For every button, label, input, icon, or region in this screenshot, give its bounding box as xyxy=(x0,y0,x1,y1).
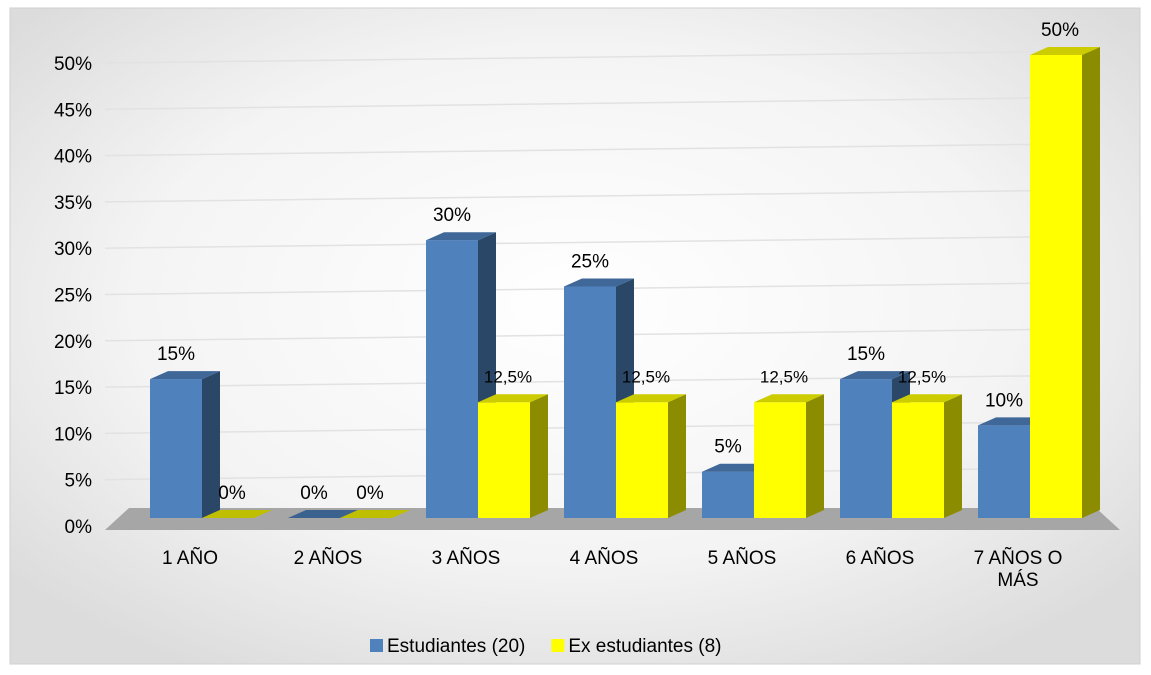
y-tick-label: 45% xyxy=(54,100,92,121)
bar-top xyxy=(478,394,548,403)
bar xyxy=(150,371,220,518)
y-tick-label: 5% xyxy=(65,471,93,492)
bar xyxy=(892,394,962,518)
bar-front xyxy=(978,425,1030,518)
bar-side xyxy=(806,394,824,518)
data-label: 5% xyxy=(714,437,742,458)
data-label: 10% xyxy=(985,390,1023,411)
bar-top xyxy=(754,394,824,403)
bar xyxy=(1030,47,1100,518)
bar-top xyxy=(616,394,686,403)
y-tick-label: 35% xyxy=(54,193,92,214)
bar-front xyxy=(478,402,530,518)
bar xyxy=(478,394,548,518)
grid-line xyxy=(104,189,1097,203)
data-label: 12,5% xyxy=(484,368,532,387)
bar-side xyxy=(1082,47,1100,518)
data-label: 0% xyxy=(300,483,328,504)
data-label: 15% xyxy=(847,344,885,365)
bar-top xyxy=(840,371,910,380)
data-label: 12,5% xyxy=(622,368,670,387)
y-tick-label: 50% xyxy=(54,54,92,75)
legend-label: Estudiantes (20) xyxy=(387,636,525,657)
bar-top xyxy=(892,394,962,403)
bar-top xyxy=(426,232,496,241)
bar-front xyxy=(564,286,616,518)
bar-front xyxy=(754,402,806,518)
bar xyxy=(340,510,410,518)
bar-top xyxy=(150,371,220,380)
y-tick-label: 20% xyxy=(54,332,92,353)
x-tick-label: 2 AÑOS xyxy=(293,548,363,569)
grid-line xyxy=(104,96,1097,111)
bar-top xyxy=(1030,47,1100,55)
x-tick-label: 3 AÑOS xyxy=(431,548,501,569)
bar xyxy=(288,510,358,518)
data-label: 30% xyxy=(433,205,471,226)
bar-front xyxy=(426,240,478,518)
data-label: 50% xyxy=(1041,20,1079,41)
x-tick-label: 1 AÑO xyxy=(162,548,218,569)
y-tick-label: 10% xyxy=(54,424,92,445)
bar-front xyxy=(616,402,668,518)
data-label: 12,5% xyxy=(898,368,946,387)
bar-side xyxy=(202,371,220,518)
bar xyxy=(202,510,272,518)
data-label: 0% xyxy=(218,483,246,504)
data-label: 12,5% xyxy=(760,368,808,387)
bar-top xyxy=(340,510,410,518)
bar xyxy=(616,394,686,518)
bar-top xyxy=(202,510,272,518)
x-tick-label: 6 AÑOS xyxy=(845,548,915,569)
grid-line xyxy=(104,235,1097,249)
bar-front xyxy=(1030,55,1082,518)
y-tick-label: 0% xyxy=(65,517,93,538)
x-tick-label: 4 AÑOS xyxy=(569,548,639,569)
grid-line xyxy=(104,50,1097,64)
data-label: 0% xyxy=(356,483,384,504)
bar-front xyxy=(150,379,202,518)
x-tick-label: 5 AÑOS xyxy=(707,548,777,569)
y-tick-label: 25% xyxy=(54,286,92,307)
bar-side xyxy=(944,394,962,518)
bar xyxy=(564,278,634,518)
y-tick-label: 40% xyxy=(54,147,92,168)
grid-line xyxy=(104,142,1097,157)
bar-front xyxy=(840,379,892,518)
data-label: 25% xyxy=(571,252,609,273)
y-tick-label: 15% xyxy=(54,378,92,399)
data-label: 15% xyxy=(157,344,195,365)
y-tick-label: 30% xyxy=(54,239,92,260)
bar-side xyxy=(668,394,686,518)
legend-label: Ex estudiantes (8) xyxy=(568,636,721,657)
x-tick-label: 7 AÑOS O MÁS xyxy=(973,548,1063,591)
bar-top xyxy=(564,278,634,287)
legend-swatch xyxy=(370,639,383,652)
bar-side xyxy=(530,394,548,518)
bar-front xyxy=(702,471,754,518)
bar xyxy=(754,394,824,518)
legend-swatch xyxy=(551,639,565,652)
bar-top xyxy=(288,510,358,518)
bar-front xyxy=(892,402,944,518)
